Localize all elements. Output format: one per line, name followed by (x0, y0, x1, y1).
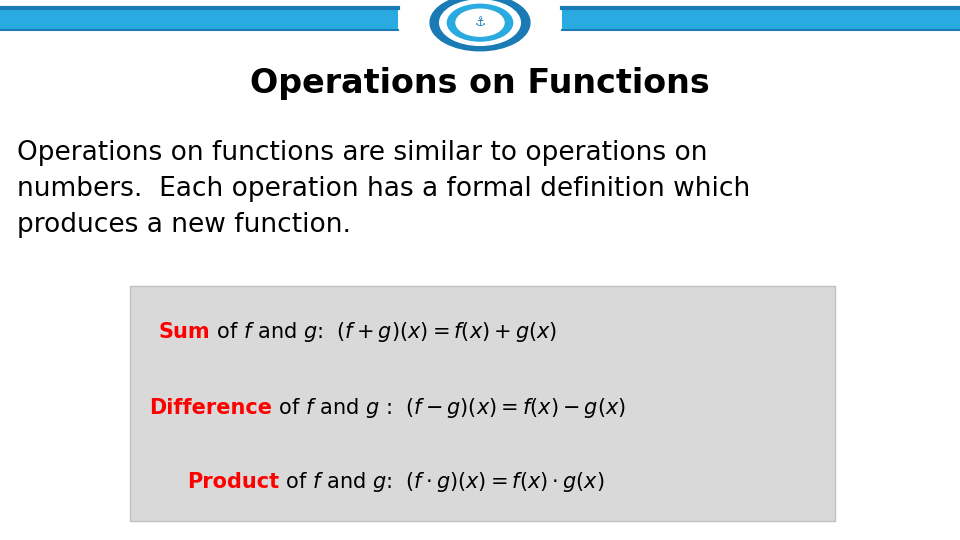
Text: of $f$ and $g$:  $(f + g)(x) = f(x) + g(x)$: of $f$ and $g$: $(f + g)(x) = f(x) + g(x… (210, 320, 558, 344)
Text: ⚓: ⚓ (474, 16, 486, 29)
Circle shape (420, 0, 540, 56)
FancyBboxPatch shape (0, 8, 398, 30)
Text: of $f$ and $g$ :  $(f - g)(x) = f(x) - g(x)$: of $f$ and $g$ : $(f - g)(x) = f(x) - g(… (272, 396, 626, 420)
Text: Difference: Difference (149, 397, 272, 418)
FancyBboxPatch shape (562, 8, 960, 30)
Text: of $f$ and $g$:  $(f \cdot g)(x) = f(x) \cdot g(x)$: of $f$ and $g$: $(f \cdot g)(x) = f(x) \… (279, 470, 605, 494)
Text: Product: Product (187, 471, 279, 492)
FancyBboxPatch shape (130, 286, 835, 521)
Circle shape (440, 0, 520, 45)
Circle shape (456, 9, 504, 36)
Circle shape (430, 0, 530, 51)
Text: Sum: Sum (158, 322, 210, 342)
Text: Operations on functions are similar to operations on
numbers.  Each operation ha: Operations on functions are similar to o… (17, 140, 751, 238)
Text: Operations on Functions: Operations on Functions (251, 67, 709, 100)
Circle shape (447, 4, 513, 41)
